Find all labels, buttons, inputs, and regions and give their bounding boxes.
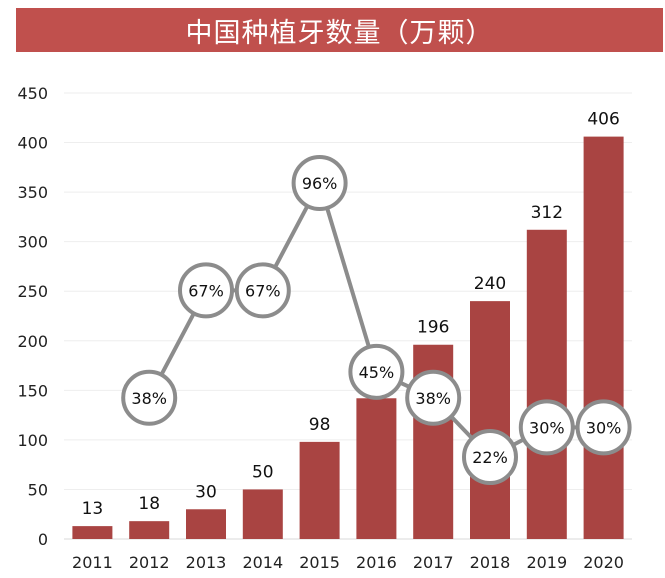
bar — [470, 301, 510, 539]
growth-rate-marker — [291, 155, 348, 211]
growth-rate-marker — [178, 262, 234, 319]
growth-rate-label: 30% — [529, 418, 565, 437]
growth-rate-marker — [462, 429, 518, 485]
x-tick-label: 2019 — [526, 553, 567, 572]
y-tick-label: 400 — [17, 134, 48, 153]
y-tick-label: 200 — [17, 332, 48, 351]
bar — [186, 509, 226, 539]
bar — [299, 441, 340, 539]
x-tick-label: 2013 — [186, 553, 227, 572]
bar-data-label: 196 — [417, 318, 449, 338]
growth-rate-label: 38% — [415, 389, 451, 408]
y-tick-label: 50 — [28, 480, 48, 499]
y-tick-label: 350 — [17, 183, 48, 202]
chart-title-bar: 中国种植牙数量（万颗） — [16, 8, 663, 52]
bar — [356, 398, 397, 539]
chart-title: 中国种植牙数量（万颗） — [185, 17, 494, 49]
growth-rate-label: 30% — [586, 418, 622, 437]
growth-rate-marker — [518, 399, 575, 456]
x-tick-label: 2016 — [356, 553, 397, 572]
growth-rate-label: 38% — [131, 389, 167, 408]
bar-data-label: 240 — [474, 274, 506, 294]
y-tick-label: 450 — [17, 84, 48, 103]
growth-rate-label: 96% — [302, 174, 338, 193]
growth-rate-label: 67% — [245, 281, 281, 300]
x-tick-label: 2011 — [72, 553, 113, 572]
bar — [129, 521, 170, 539]
growth-rate-marker — [348, 343, 405, 400]
x-tick-label: 2018 — [470, 553, 511, 572]
y-tick-label: 100 — [17, 431, 48, 450]
y-tick-label: 0 — [38, 530, 48, 549]
bar-data-label: 312 — [531, 203, 563, 223]
bar — [583, 136, 624, 539]
bar-data-label: 406 — [587, 110, 619, 130]
growth-rate-label: 45% — [359, 363, 395, 382]
bar-data-label: 50 — [252, 462, 274, 482]
bar-data-label: 18 — [138, 494, 160, 514]
growth-rate-label: 22% — [472, 448, 508, 467]
x-tick-label: 2014 — [242, 553, 283, 572]
growth-rate-marker — [234, 262, 291, 319]
x-tick-label: 2020 — [583, 553, 624, 572]
x-tick-label: 2012 — [129, 553, 170, 572]
growth-rate-marker — [405, 369, 462, 426]
bar — [242, 489, 283, 539]
growth-rate-label: 67% — [188, 281, 224, 300]
growth-rate-marker — [121, 369, 178, 426]
bar — [72, 526, 113, 539]
y-tick-label: 150 — [17, 381, 48, 400]
y-tick-label: 250 — [17, 282, 48, 301]
bar-data-label: 13 — [82, 499, 104, 519]
growth-rate-marker — [575, 399, 632, 456]
bar — [526, 229, 567, 540]
x-tick-label: 2015 — [299, 553, 340, 572]
bar-data-label: 30 — [195, 482, 217, 502]
y-tick-label: 300 — [17, 233, 48, 252]
bar-data-label: 98 — [309, 415, 331, 435]
x-tick-label: 2017 — [413, 553, 454, 572]
